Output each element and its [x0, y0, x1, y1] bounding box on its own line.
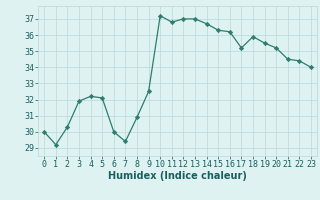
X-axis label: Humidex (Indice chaleur): Humidex (Indice chaleur) — [108, 171, 247, 181]
